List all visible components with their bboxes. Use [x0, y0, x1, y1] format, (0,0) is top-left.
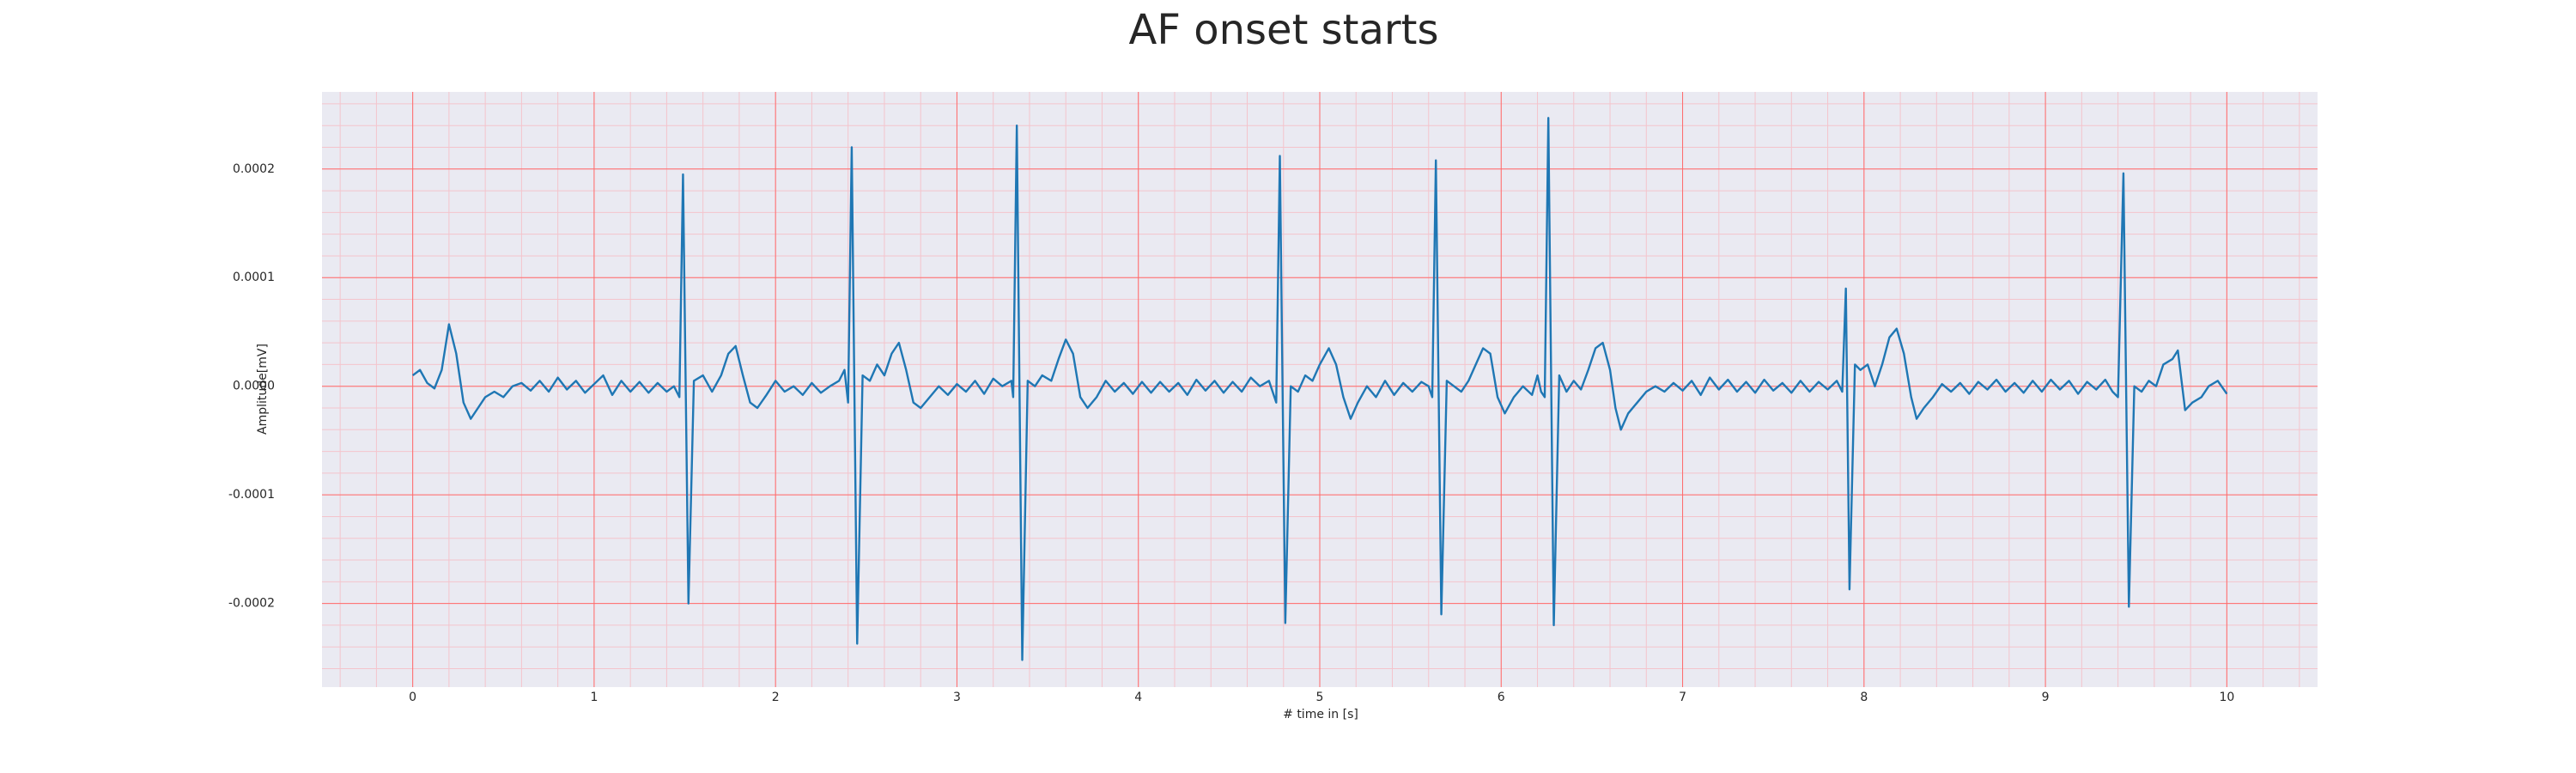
x-tick-label: 7: [1679, 691, 1686, 704]
x-tick-label: 3: [953, 691, 961, 704]
x-tick-label: 6: [1498, 691, 1505, 704]
y-axis-label: Amplitude[mV]: [256, 344, 270, 435]
y-tick-label: -0.0002: [228, 597, 275, 611]
y-tick-label: 0.0001: [233, 271, 275, 284]
x-tick-label: 1: [590, 691, 598, 704]
x-tick-label: 9: [2042, 691, 2050, 704]
signal-line: [411, 117, 2228, 661]
chart-title: AF onset starts: [1129, 6, 1439, 54]
y-tick-label: 0.0000: [233, 380, 275, 393]
x-tick-label: 8: [1860, 691, 1868, 704]
x-tick-label: 2: [772, 691, 780, 704]
x-tick-label: 5: [1316, 691, 1324, 704]
x-tick-label: 0: [409, 691, 416, 704]
x-axis-label: # time in [s]: [1283, 708, 1358, 721]
x-tick-label: 4: [1134, 691, 1142, 704]
y-tick-label: -0.0001: [228, 488, 275, 502]
y-tick-label: 0.0002: [233, 162, 275, 176]
x-tick-label: 10: [2219, 691, 2234, 704]
